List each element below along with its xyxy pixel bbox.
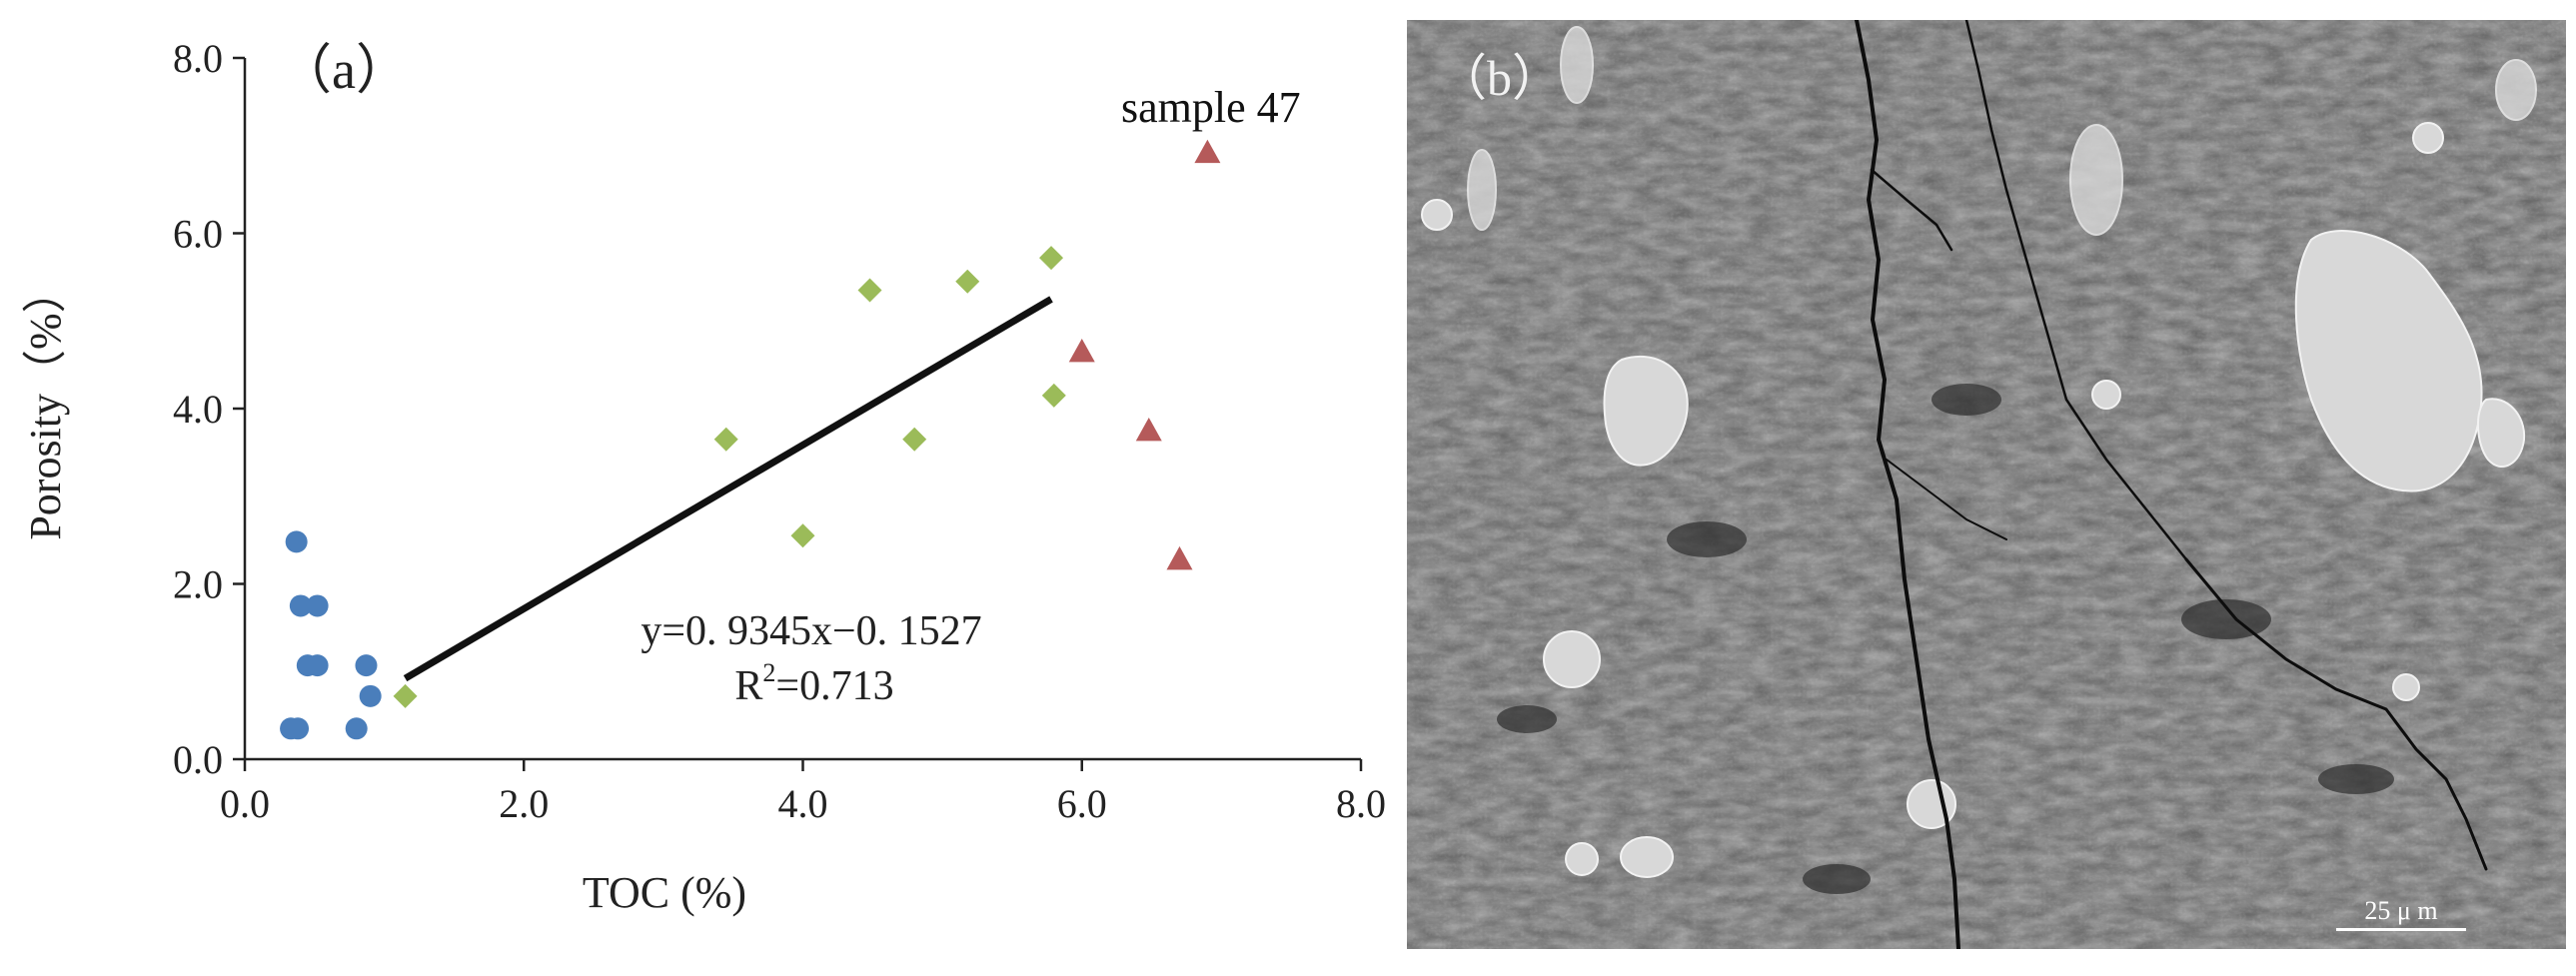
diamond-point — [393, 683, 418, 708]
triangle-point — [1194, 139, 1221, 164]
fit-line — [403, 296, 1053, 682]
circle-point — [289, 594, 312, 617]
bright-grain-left — [1603, 355, 1689, 467]
y-tick-label: 2.0 — [173, 562, 223, 607]
panel-label-a: （a） — [278, 40, 410, 100]
bright-spot-6 — [1620, 836, 1674, 878]
framboid-pyrite-2 — [1907, 779, 1956, 829]
sem-micrograph-image — [1407, 20, 2566, 949]
diamond-point — [902, 427, 927, 452]
sem-micrograph-panel: （b） 25 μ m — [1407, 20, 2566, 949]
y-tick-label: 0.0 — [173, 737, 223, 782]
bright-spot-5 — [1565, 842, 1599, 876]
porosity-toc-scatter-chart: 0.0 2.0 4.0 6.0 8.0 0.0 2.0 4.0 6.0 8.0 （a） TOC (… — [21, 36, 1386, 917]
micro-fractures — [1855, 20, 2488, 949]
x-tick-label: 2.0 — [499, 781, 549, 826]
bright-mineral-grains — [1421, 26, 2537, 878]
fracture-2 — [1964, 20, 2188, 561]
circle-point — [345, 717, 368, 740]
framboid-pyrite-1 — [1543, 630, 1601, 688]
diamond-point — [790, 523, 815, 548]
circle-point — [285, 530, 308, 553]
r-squared-superscript: 2 — [762, 658, 775, 687]
panel-label-b: （b） — [1437, 50, 1562, 106]
r-squared-prefix: R — [734, 663, 762, 709]
bright-patch-1 — [2069, 124, 2123, 236]
regression-fit — [403, 296, 1053, 682]
fracture-branch-1 — [1870, 168, 1953, 252]
y-tick-label: 6.0 — [173, 212, 223, 257]
large-bright-grain — [2294, 230, 2483, 492]
pore-4 — [1497, 705, 1557, 733]
y-axis-label: Porosity（%） — [21, 269, 70, 539]
triangle-point — [1166, 545, 1193, 570]
x-tick-label: 6.0 — [1057, 781, 1107, 826]
bright-patch-2 — [1467, 149, 1497, 231]
pore-6 — [1803, 864, 1871, 894]
circle-point — [355, 654, 378, 677]
bright-spot-4 — [2392, 673, 2420, 701]
fit-equation-label: y=0. 9345x−0. 1527 — [641, 608, 981, 654]
pore-1 — [1667, 521, 1747, 557]
circle-point — [359, 684, 382, 707]
scale-bar: 25 μ m — [2336, 896, 2466, 931]
data-points — [280, 139, 1221, 740]
diamond-point — [857, 278, 882, 303]
r-squared-value: =0.713 — [775, 663, 893, 709]
bright-spot-2 — [2412, 122, 2444, 154]
diamond-point — [1039, 246, 1064, 271]
bright-spot-1 — [2091, 380, 2121, 410]
diamond-point — [955, 269, 980, 294]
x-axis-label: TOC (%) — [583, 868, 746, 917]
pore-2 — [1932, 384, 2001, 416]
x-tick-label: 4.0 — [778, 781, 828, 826]
r-squared-label: R2=0.713 — [734, 658, 893, 709]
bright-patch-4 — [2495, 59, 2537, 121]
pore-5 — [2318, 764, 2394, 794]
bright-spot-3 — [1421, 199, 1453, 231]
diamond-point — [713, 427, 738, 452]
x-tick-label: 8.0 — [1336, 781, 1386, 826]
fracture-3 — [2184, 557, 2488, 871]
scale-bar-label: 25 μ m — [2364, 896, 2438, 925]
fracture-branch-2 — [1886, 459, 2007, 540]
bright-patch-3 — [1560, 26, 1594, 104]
triangle-point — [1135, 417, 1162, 442]
y-tick-label: 8.0 — [173, 36, 223, 81]
bright-grain-edge — [2476, 398, 2526, 469]
chart-panel: 0.0 2.0 4.0 6.0 8.0 0.0 2.0 4.0 6.0 8.0 （a） TOC (… — [21, 36, 1386, 917]
circle-point — [306, 594, 329, 617]
triangle-point — [1068, 338, 1095, 363]
x-tick-label: 0.0 — [220, 781, 270, 826]
y-tick-label: 4.0 — [173, 387, 223, 432]
scale-bar-line — [2336, 928, 2466, 931]
main-fracture — [1855, 20, 1960, 949]
circle-point — [306, 654, 329, 677]
axis-ticks: 0.0 2.0 4.0 6.0 8.0 0.0 2.0 4.0 6.0 8.0 — [173, 36, 1386, 826]
sem-fine-texture — [1407, 20, 2566, 949]
sample-47-annotation: sample 47 — [1121, 83, 1301, 132]
diamond-point — [1041, 383, 1066, 408]
circle-point — [287, 717, 310, 740]
